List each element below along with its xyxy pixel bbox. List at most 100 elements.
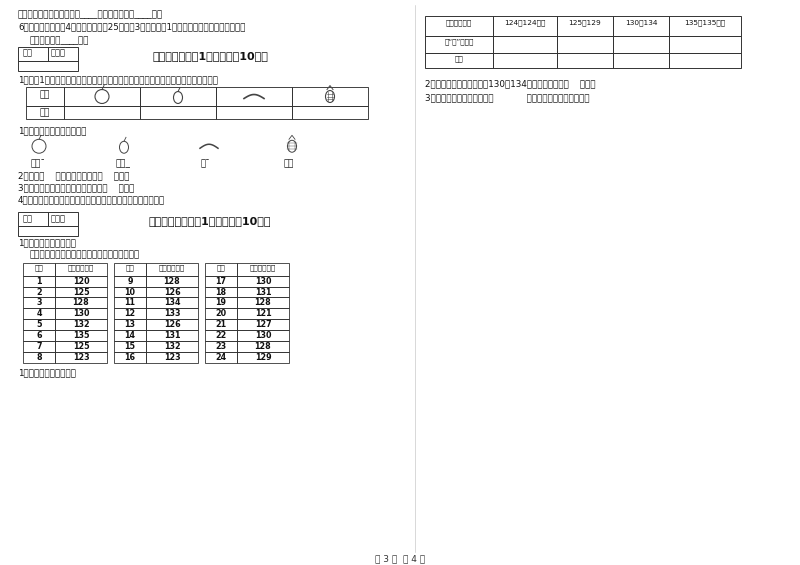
Bar <box>205 352 237 363</box>
Text: 132: 132 <box>73 320 90 329</box>
Text: 2．爱吃（    ）的人数最多，有（    ）人。: 2．爱吃（ ）的人数最多，有（ ）人。 <box>18 171 130 180</box>
Text: 正下: 正下 <box>284 159 294 168</box>
Bar <box>493 53 557 68</box>
Bar <box>48 212 78 226</box>
Bar <box>55 319 107 331</box>
Text: 2．二年级一班女生身高在130～134厘米范围内的有（    ）人。: 2．二年级一班女生身高在130～134厘米范围内的有（ ）人。 <box>425 80 596 89</box>
Bar <box>146 276 198 286</box>
Bar <box>493 36 557 53</box>
Bar <box>140 86 216 106</box>
Text: 123: 123 <box>164 353 180 362</box>
Bar <box>140 106 216 119</box>
Text: 19: 19 <box>215 298 226 307</box>
Bar <box>237 341 289 352</box>
Text: 124及124以下: 124及124以下 <box>504 19 546 25</box>
Bar <box>26 86 64 106</box>
Bar <box>55 276 107 286</box>
Bar <box>146 298 198 308</box>
Text: 135: 135 <box>73 331 90 340</box>
Bar <box>23 286 55 298</box>
Text: 135及135以上: 135及135以上 <box>685 19 726 25</box>
Bar <box>114 341 146 352</box>
Text: 123: 123 <box>73 353 90 362</box>
Bar <box>114 319 146 331</box>
Bar <box>114 276 146 286</box>
Bar <box>613 53 669 68</box>
Bar <box>18 212 48 226</box>
Text: 125～129: 125～129 <box>569 19 602 25</box>
Text: 6．小汽车每辆能坐4人，大客车能坐25人，有3辆小汽车和1辆大客车，同一共能坐多少人？: 6．小汽车每辆能坐4人，大客车能坐25人，有3辆小汽车和1辆大客车，同一共能坐多… <box>18 22 246 31</box>
Bar <box>55 352 107 363</box>
Text: 15: 15 <box>125 342 135 351</box>
Bar <box>114 352 146 363</box>
Text: 127: 127 <box>254 320 271 329</box>
Bar <box>205 308 237 319</box>
Text: 11: 11 <box>125 298 135 307</box>
Text: 16: 16 <box>125 353 135 362</box>
Text: 3．爱吃香蕉的人数比爱吃苹果的少（    ）人。: 3．爱吃香蕉的人数比爱吃苹果的少（ ）人。 <box>18 183 134 192</box>
Text: 128: 128 <box>73 298 90 307</box>
Bar <box>216 86 292 106</box>
Bar <box>18 60 78 71</box>
Bar <box>613 36 669 53</box>
Bar <box>205 276 237 286</box>
Text: 125: 125 <box>73 342 90 351</box>
Bar <box>23 276 55 286</box>
Text: 人数: 人数 <box>40 108 50 118</box>
Text: 18: 18 <box>215 288 226 297</box>
Text: 评卷人: 评卷人 <box>51 214 66 223</box>
Text: 9: 9 <box>127 277 133 285</box>
Text: 正¯: 正¯ <box>201 159 210 168</box>
Bar <box>613 16 669 36</box>
Text: 3．二年级一班女生身高在（            ）厘米范围内的人数最多。: 3．二年级一班女生身高在（ ）厘米范围内的人数最多。 <box>425 94 590 102</box>
Bar <box>425 53 493 68</box>
Text: 120: 120 <box>73 277 90 285</box>
Text: 3: 3 <box>36 298 42 307</box>
Bar <box>23 308 55 319</box>
Text: 4: 4 <box>36 310 42 319</box>
Text: 13: 13 <box>125 320 135 329</box>
Text: 十、综合题（共1大题，共计10分）: 十、综合题（共1大题，共计10分） <box>152 51 268 61</box>
Bar <box>55 331 107 341</box>
Bar <box>26 106 64 119</box>
Bar <box>146 341 198 352</box>
Text: 126: 126 <box>164 320 180 329</box>
Bar <box>64 86 140 106</box>
Text: 水果: 水果 <box>40 90 50 99</box>
Bar <box>23 331 55 341</box>
Text: 130: 130 <box>73 310 90 319</box>
Bar <box>114 331 146 341</box>
Bar <box>146 286 198 298</box>
Bar <box>23 263 55 276</box>
Bar <box>55 308 107 319</box>
Bar <box>237 331 289 341</box>
Bar <box>55 298 107 308</box>
Text: 8: 8 <box>36 353 42 362</box>
Text: 学号: 学号 <box>217 264 226 271</box>
Bar <box>216 106 292 119</box>
Bar <box>23 319 55 331</box>
Text: 答：第二天卖的是第一天的____倍，两天共卖出____筱。: 答：第二天卖的是第一天的____倍，两天共卖出____筱。 <box>18 10 163 19</box>
Text: 128: 128 <box>254 342 271 351</box>
Bar <box>669 53 741 68</box>
Bar <box>23 352 55 363</box>
Bar <box>669 36 741 53</box>
Text: 4．六一儿童节王老师想为同学们买一些水果，你有什么建议？: 4．六一儿童节王老师想为同学们买一些水果，你有什么建议？ <box>18 195 166 204</box>
Bar <box>557 16 613 36</box>
Bar <box>146 308 198 319</box>
Bar <box>292 86 368 106</box>
Bar <box>237 352 289 363</box>
Text: 2: 2 <box>36 288 42 297</box>
Bar <box>48 47 78 60</box>
Text: 学号: 学号 <box>34 264 43 271</box>
Bar <box>237 308 289 319</box>
Text: 23: 23 <box>215 342 226 351</box>
Text: 学号: 学号 <box>126 264 134 271</box>
Text: 身高（厘米）: 身高（厘米） <box>446 19 472 25</box>
Text: 答：一共能坐____人。: 答：一共能坐____人。 <box>30 36 90 45</box>
Text: 131: 131 <box>164 331 180 340</box>
Bar <box>18 47 48 60</box>
Bar <box>205 341 237 352</box>
Bar <box>146 331 198 341</box>
Text: 下面是希望小学二年级一班女生身高统计情况。: 下面是希望小学二年级一班女生身高统计情况。 <box>30 251 140 260</box>
